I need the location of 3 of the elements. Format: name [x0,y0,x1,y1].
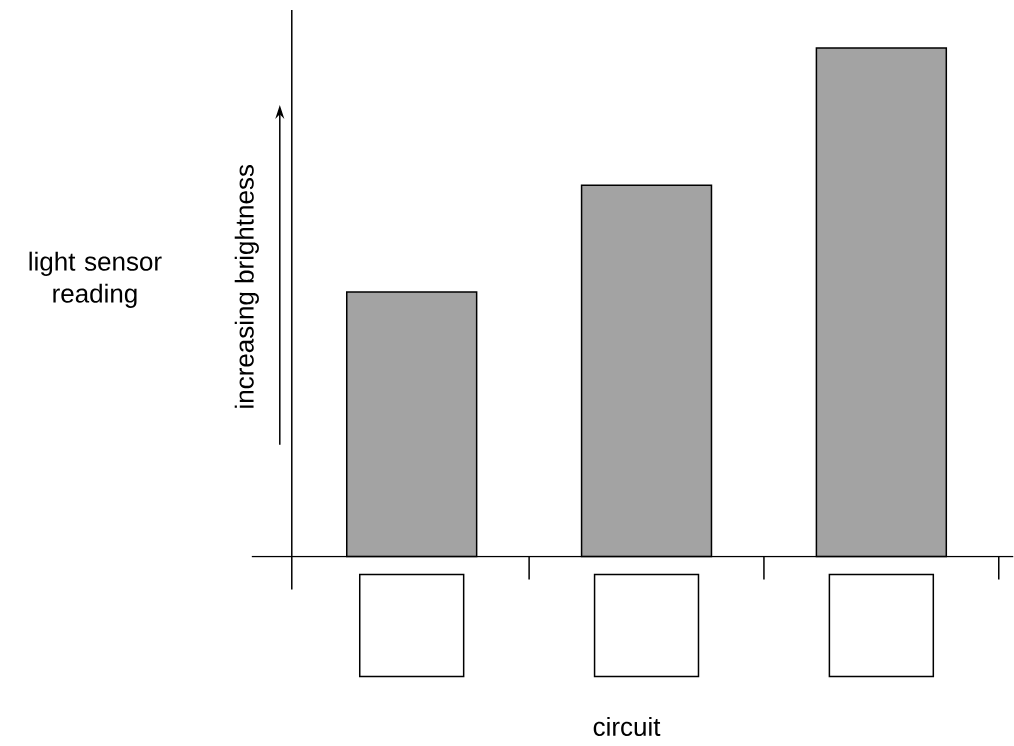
text: circuit [593,716,661,736]
y-axis-title: light sensor reading [29,251,162,308]
annotation: increasing brightness [234,164,259,408]
